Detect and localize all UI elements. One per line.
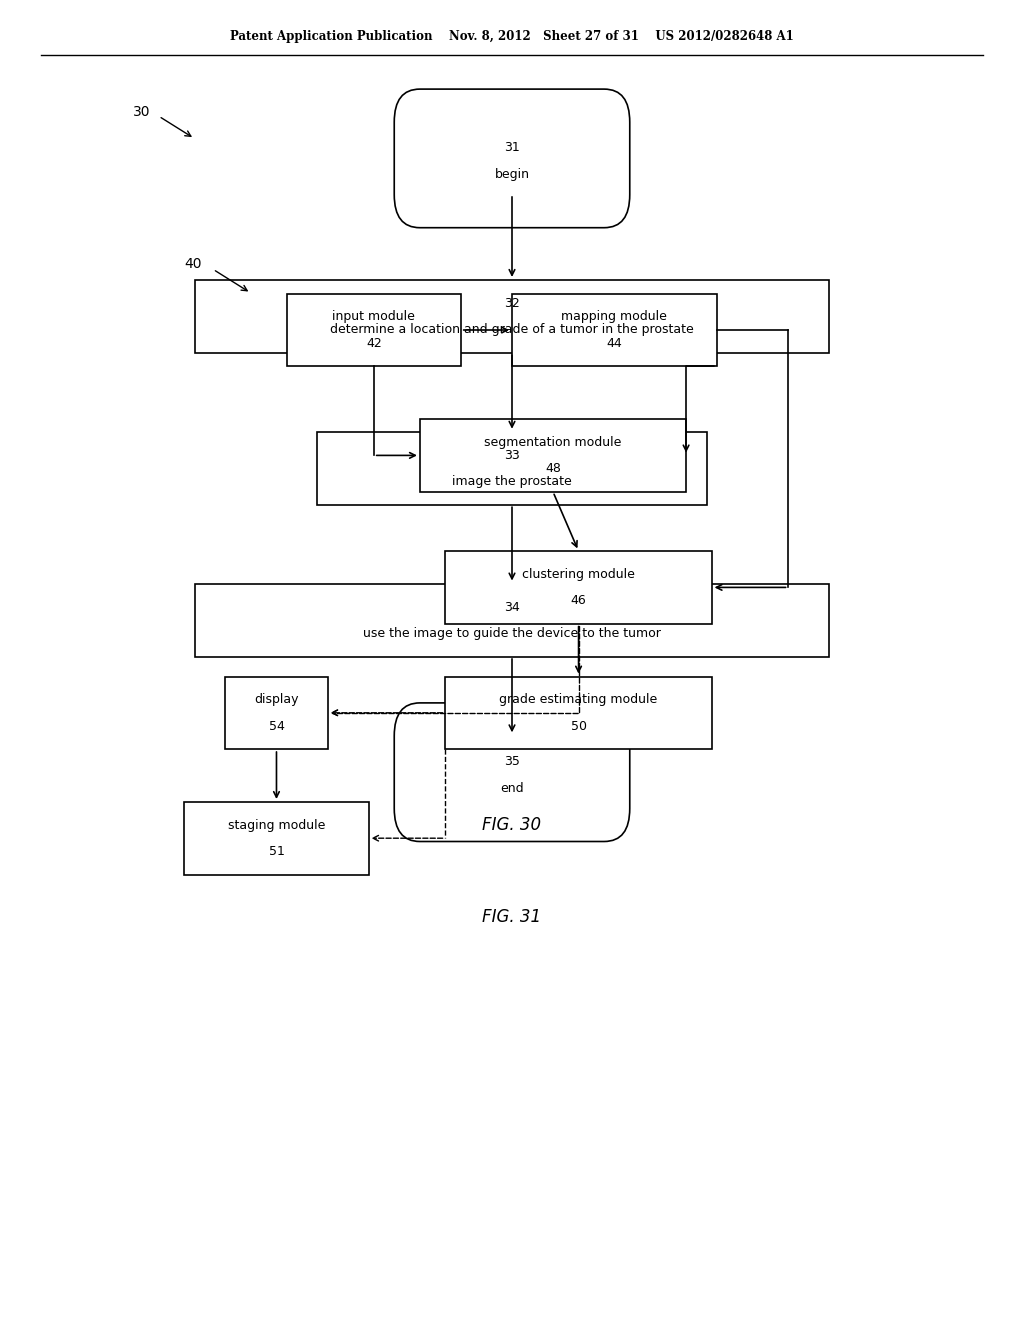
Text: 51: 51 bbox=[268, 845, 285, 858]
FancyBboxPatch shape bbox=[445, 550, 712, 623]
Text: 48: 48 bbox=[545, 462, 561, 475]
Text: input module: input module bbox=[333, 310, 415, 323]
FancyBboxPatch shape bbox=[195, 583, 829, 656]
Text: use the image to guide the device to the tumor: use the image to guide the device to the… bbox=[364, 627, 660, 640]
Text: end: end bbox=[500, 781, 524, 795]
FancyBboxPatch shape bbox=[195, 280, 829, 352]
Text: clustering module: clustering module bbox=[522, 568, 635, 581]
Text: determine a location and grade of a tumor in the prostate: determine a location and grade of a tumo… bbox=[330, 323, 694, 337]
Text: mapping module: mapping module bbox=[561, 310, 668, 323]
Text: 32: 32 bbox=[504, 297, 520, 310]
FancyBboxPatch shape bbox=[394, 88, 630, 227]
Text: grade estimating module: grade estimating module bbox=[500, 693, 657, 706]
Text: staging module: staging module bbox=[227, 818, 326, 832]
Text: segmentation module: segmentation module bbox=[484, 436, 622, 449]
FancyBboxPatch shape bbox=[420, 418, 686, 491]
Text: 33: 33 bbox=[504, 449, 520, 462]
Text: image the prostate: image the prostate bbox=[453, 475, 571, 488]
Text: 40: 40 bbox=[184, 257, 202, 271]
Text: 31: 31 bbox=[504, 141, 520, 154]
FancyBboxPatch shape bbox=[225, 676, 328, 750]
Text: 46: 46 bbox=[570, 594, 587, 607]
FancyBboxPatch shape bbox=[394, 704, 630, 842]
FancyBboxPatch shape bbox=[512, 293, 717, 366]
FancyBboxPatch shape bbox=[287, 293, 461, 366]
Text: FIG. 31: FIG. 31 bbox=[482, 908, 542, 927]
Text: 54: 54 bbox=[268, 719, 285, 733]
Text: 35: 35 bbox=[504, 755, 520, 768]
Text: 44: 44 bbox=[606, 337, 623, 350]
Text: 34: 34 bbox=[504, 601, 520, 614]
Text: 50: 50 bbox=[570, 719, 587, 733]
Text: begin: begin bbox=[495, 168, 529, 181]
Text: FIG. 30: FIG. 30 bbox=[482, 816, 542, 834]
Text: display: display bbox=[254, 693, 299, 706]
Text: 42: 42 bbox=[366, 337, 382, 350]
Text: Patent Application Publication    Nov. 8, 2012   Sheet 27 of 31    US 2012/02826: Patent Application Publication Nov. 8, 2… bbox=[230, 30, 794, 44]
FancyBboxPatch shape bbox=[445, 676, 712, 750]
FancyBboxPatch shape bbox=[184, 803, 369, 875]
FancyBboxPatch shape bbox=[317, 432, 707, 504]
Text: 30: 30 bbox=[133, 106, 151, 119]
